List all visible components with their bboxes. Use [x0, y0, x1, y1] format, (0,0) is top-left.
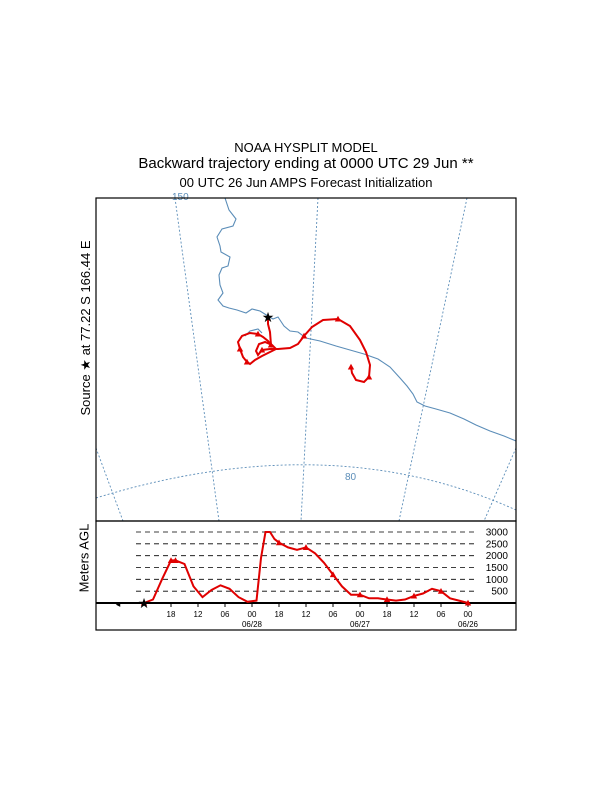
meridian-line [174, 198, 220, 521]
trajectory-marker [258, 346, 266, 353]
time-tick-label: 06 [437, 610, 446, 619]
trajectory-marker [236, 345, 244, 352]
time-tick-label: 00 [356, 610, 365, 619]
trajectory-path-map [236, 317, 372, 384]
height-marker [172, 557, 179, 563]
height-marker [464, 599, 472, 606]
graticule [96, 198, 516, 521]
height-tick-label: 500 [491, 587, 508, 598]
height-tick-label: 3000 [486, 528, 509, 539]
time-tick-label: 12 [194, 610, 203, 619]
height-marker [275, 539, 283, 546]
trajectory-marker [267, 341, 275, 348]
time-tick-label: 12 [302, 610, 311, 619]
chart-subtitle: 00 UTC 26 Jun AMPS Forecast Initializati… [179, 175, 433, 190]
height-marker [383, 596, 391, 603]
meridian-line [483, 447, 516, 521]
source-star-icon: ★ [138, 596, 151, 612]
date-label: 06/27 [350, 620, 371, 629]
coastline [216, 198, 516, 442]
trajectory-marker [347, 363, 355, 370]
model-name: NOAA HYSPLIT MODEL [234, 140, 378, 155]
map-markers [236, 315, 373, 380]
trajectory-marker [254, 330, 262, 337]
date-labels: 06/28 06/27 06/26 [242, 620, 479, 629]
date-label: 06/28 [242, 620, 263, 629]
height-series-line [143, 531, 469, 604]
trajectory-marker [243, 358, 251, 365]
trajectory-marker [334, 315, 342, 322]
meridian-line [398, 198, 468, 521]
time-tick-label: 06 [221, 610, 230, 619]
height-markers [140, 539, 472, 606]
height-tick-label: 2500 [486, 539, 509, 550]
chart-title: Backward trajectory ending at 0000 UTC 2… [138, 155, 474, 172]
meridian-line [300, 198, 319, 521]
map-frame [95, 197, 517, 522]
height-tick-label: 1000 [486, 575, 509, 586]
trajectory-marker [300, 332, 308, 339]
height-marker [140, 599, 148, 606]
height-marker [410, 592, 418, 599]
parallel-label: 80 [345, 472, 357, 483]
time-tick-label: 06 [329, 610, 338, 619]
height-panel-frame [95, 520, 517, 631]
time-tick-label: 18 [383, 610, 392, 619]
time-tick-label: 18 [167, 610, 176, 619]
date-label: 06/26 [458, 620, 479, 629]
map-panel: 150 80 ★ [95, 192, 517, 522]
arrow-icon: ◂ [116, 600, 121, 610]
meridian-line [96, 447, 124, 521]
time-tick-label: 12 [410, 610, 419, 619]
time-tick-labels: 18 12 06 00 18 12 06 00 18 12 06 00 [167, 603, 473, 619]
time-tick-label: 00 [248, 610, 257, 619]
height-gridlines [136, 531, 478, 592]
time-tick-label: 18 [275, 610, 284, 619]
time-tick-label: 00 [464, 610, 473, 619]
height-marker [302, 544, 310, 550]
height-marker [167, 557, 175, 563]
height-marker [329, 571, 337, 578]
source-star-icon: ★ [262, 310, 275, 326]
height-marker [437, 587, 445, 594]
trajectory-marker [365, 373, 373, 380]
height-tick-label: 2000 [486, 551, 509, 562]
height-tick-label: 1500 [486, 563, 509, 574]
height-marker [356, 591, 364, 598]
parallel-line [96, 464, 516, 511]
